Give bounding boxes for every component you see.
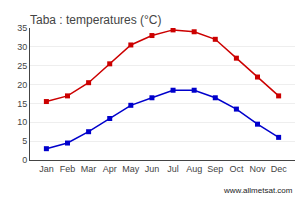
svg-text:25: 25 [17, 61, 27, 71]
svg-text:May: May [122, 164, 140, 174]
svg-text:Apr: Apr [103, 164, 117, 174]
svg-text:Mar: Mar [81, 164, 97, 174]
svg-text:Aug: Aug [186, 164, 202, 174]
svg-text:30: 30 [17, 42, 27, 52]
svg-text:Jan: Jan [39, 164, 54, 174]
svg-text:5: 5 [22, 136, 27, 146]
svg-text:Sep: Sep [207, 164, 223, 174]
svg-text:Jun: Jun [145, 164, 160, 174]
svg-text:www.allmetsat.com: www.allmetsat.com [223, 186, 293, 195]
svg-text:Dec: Dec [271, 164, 288, 174]
svg-text:10: 10 [17, 117, 27, 127]
svg-text:Nov: Nov [250, 164, 267, 174]
svg-text:20: 20 [17, 80, 27, 90]
svg-text:15: 15 [17, 99, 27, 109]
svg-text:Feb: Feb [60, 164, 76, 174]
svg-text:35: 35 [17, 23, 27, 33]
svg-text:0: 0 [22, 155, 27, 165]
svg-text:Jul: Jul [167, 164, 179, 174]
svg-text:Oct: Oct [229, 164, 244, 174]
svg-text:Taba : temperatures (°C): Taba : temperatures (°C) [30, 13, 162, 27]
